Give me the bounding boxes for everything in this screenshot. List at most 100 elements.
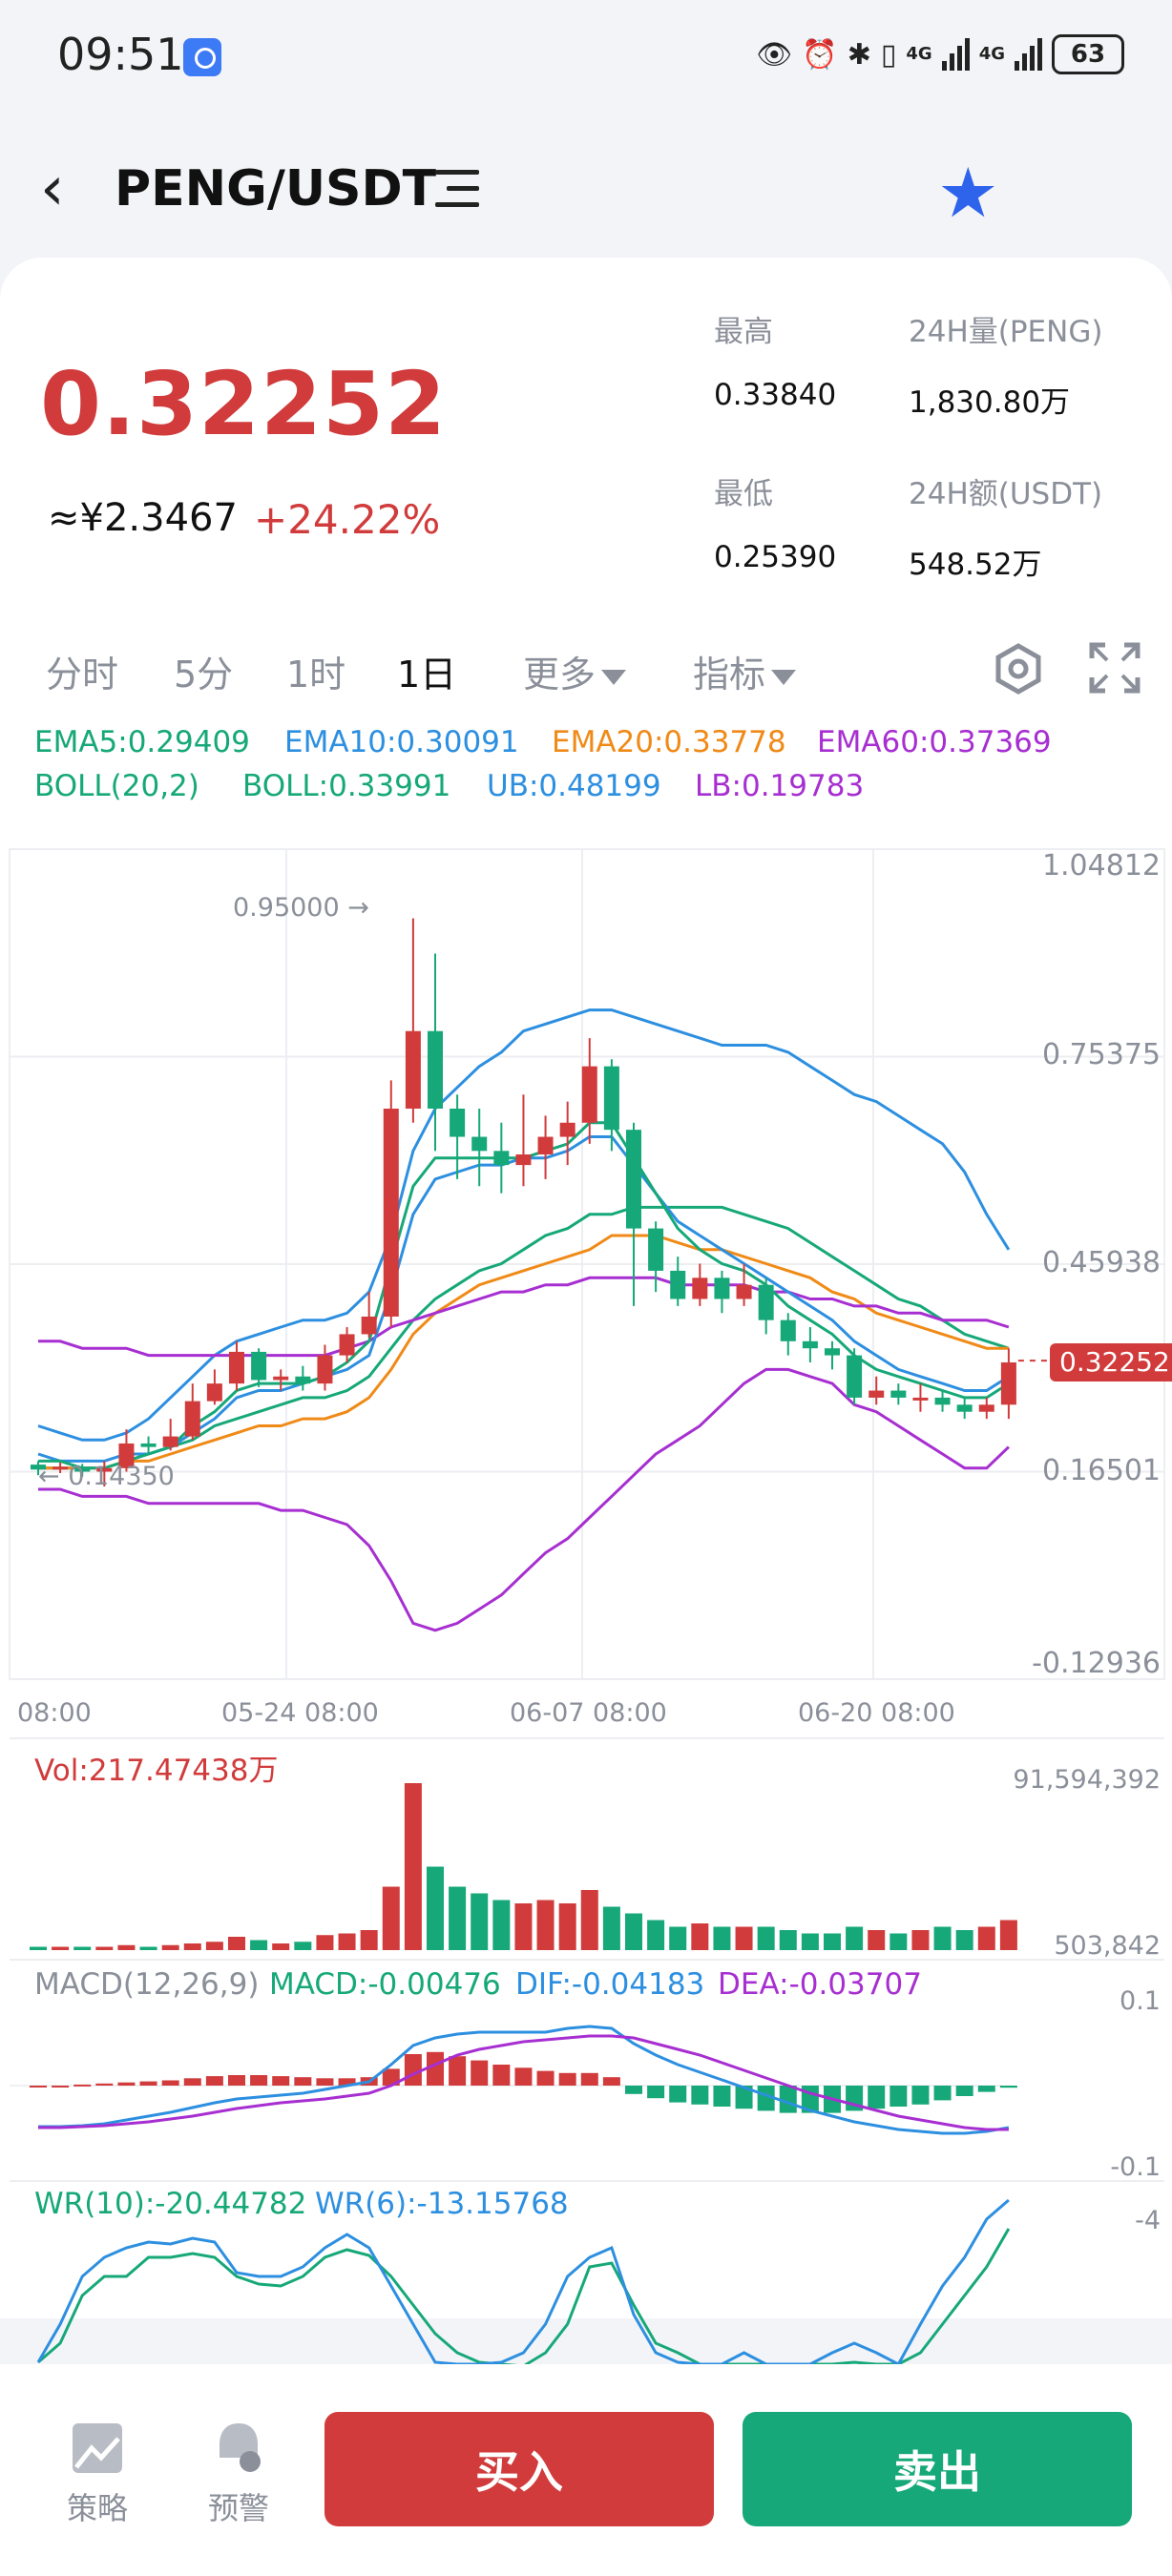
macd-bar (735, 2086, 753, 2109)
candle-body (692, 1278, 708, 1299)
eye-icon: 👁 (756, 37, 793, 72)
macd-bar (492, 2065, 511, 2086)
fullscreen-icon[interactable] (1089, 642, 1141, 694)
macd-bar (933, 2086, 952, 2101)
amt24-label: 24H额(USDT) (909, 477, 1103, 511)
status-time: 09:51 (57, 29, 184, 80)
candle-body (934, 1397, 951, 1405)
boll-mid-legend: BOLL:0.33991 (242, 769, 451, 803)
macd-bar (73, 2084, 92, 2087)
ema20-legend: EMA20:0.33778 (552, 725, 786, 759)
candle-body (273, 1376, 289, 1381)
candle-body (162, 1436, 178, 1447)
low-marker: ← 0.14350 (38, 1462, 175, 1491)
wr-chart (10, 2180, 1164, 2368)
price-axis-4: 0.16501 (1041, 1454, 1161, 1487)
price-change: +24.22% (254, 496, 441, 543)
volume-bar (625, 1913, 642, 1950)
macd-bar (316, 2078, 334, 2086)
alert-label: 预警 (207, 2490, 269, 2526)
back-icon[interactable]: ‹ (40, 154, 65, 224)
candle-body (317, 1355, 333, 1384)
wr-axis-top: -4 (1135, 2206, 1161, 2235)
volume-bar (161, 1944, 179, 1950)
volume-bar (669, 1926, 687, 1950)
macd-dif: DIF:-0.04183 (515, 1967, 705, 2002)
pair-title[interactable]: PENG/USDT (115, 160, 437, 218)
volume-bar (117, 1944, 136, 1950)
low-value: 0.25390 (714, 540, 837, 574)
candle-body (626, 1130, 641, 1229)
tab-timeshare[interactable]: 分时 (46, 654, 119, 696)
last-price: 0.32252 (40, 353, 448, 455)
volume-bar (492, 1900, 511, 1950)
macd-bar (647, 2086, 665, 2099)
tab-1day[interactable]: 1日 (397, 654, 457, 696)
alert-button[interactable]: 预警 (199, 2420, 279, 2528)
volume-bar (846, 1926, 864, 1950)
candle-body (802, 1340, 818, 1349)
chevron-down-icon (771, 669, 797, 685)
candle-body (450, 1108, 466, 1137)
candle-body (736, 1284, 752, 1299)
alert-icon (220, 2423, 261, 2472)
buy-button[interactable]: 买入 (324, 2412, 714, 2526)
macd-bar (427, 2051, 444, 2086)
candle-body (603, 1066, 619, 1131)
volume-bar (427, 1866, 444, 1950)
macd-bar (338, 2078, 356, 2086)
candle-body (118, 1443, 135, 1468)
candle-body (339, 1334, 355, 1356)
time-axis-1: 08:00 (17, 1698, 92, 1728)
volume-bar (999, 1920, 1017, 1950)
candle-body (52, 1466, 69, 1470)
volume-bar (404, 1783, 422, 1950)
volume-bar (228, 1937, 245, 1950)
signal-icon-2 (1015, 38, 1042, 71)
candle-body (581, 1066, 597, 1123)
boll-ub-legend: UB:0.48199 (487, 769, 661, 803)
settings-hexagon-icon[interactable] (993, 643, 1044, 695)
ema5-legend: EMA5:0.29409 (34, 725, 250, 759)
macd-bar (625, 2086, 642, 2094)
candle-body (471, 1136, 488, 1152)
bluetooth-icon: ✱ (847, 37, 871, 72)
macd-bar (889, 2086, 908, 2107)
volume-bar (250, 1940, 268, 1950)
boll-legend: BOLL(20,2) (34, 769, 199, 803)
favorite-star-icon[interactable]: ★ (937, 153, 999, 233)
price-axis-3: 0.45938 (1041, 1246, 1161, 1279)
macd-bar (669, 2086, 687, 2103)
candle-body (1000, 1361, 1016, 1405)
candle-body (670, 1270, 686, 1299)
candle-body (428, 1030, 443, 1109)
candle-body (956, 1404, 973, 1412)
vibrate-icon: ▯ (880, 37, 897, 72)
macd-bar (228, 2075, 245, 2086)
macd-bar (95, 2083, 114, 2086)
volume-bar (955, 1930, 973, 1950)
candle-body (758, 1284, 774, 1320)
volume-bar (735, 1926, 753, 1950)
pair-list-icon[interactable] (435, 170, 479, 208)
tab-5min[interactable]: 5分 (174, 654, 234, 696)
sell-button[interactable]: 卖出 (743, 2412, 1132, 2526)
tab-1hour[interactable]: 1时 (286, 654, 346, 696)
tab-indicators[interactable]: 指标 (693, 645, 797, 697)
volume-bar (382, 1886, 400, 1950)
candlestick-chart[interactable] (0, 840, 1172, 1698)
tab-more[interactable]: 更多 (523, 645, 627, 697)
strategy-button[interactable]: 策略 (57, 2420, 137, 2528)
boll-lb-legend: LB:0.19783 (695, 769, 865, 803)
high-value: 0.33840 (714, 378, 837, 412)
time-axis-4: 06-20 08:00 (798, 1698, 955, 1728)
candle-body (515, 1154, 532, 1166)
overlay-line-e60 (38, 1276, 1010, 1358)
status-icons: 👁 ⏰ ✱ ▯ 4G 4G 63 (756, 34, 1124, 74)
candle-body (537, 1136, 554, 1155)
top-nav: ‹ PENG/USDT ★ (0, 143, 1172, 352)
alarm-icon: ⏰ (802, 37, 838, 72)
volume-bar (868, 1930, 886, 1950)
vol24-label: 24H量(PENG) (909, 315, 1103, 349)
overlay-line-ub (37, 1008, 1011, 1442)
